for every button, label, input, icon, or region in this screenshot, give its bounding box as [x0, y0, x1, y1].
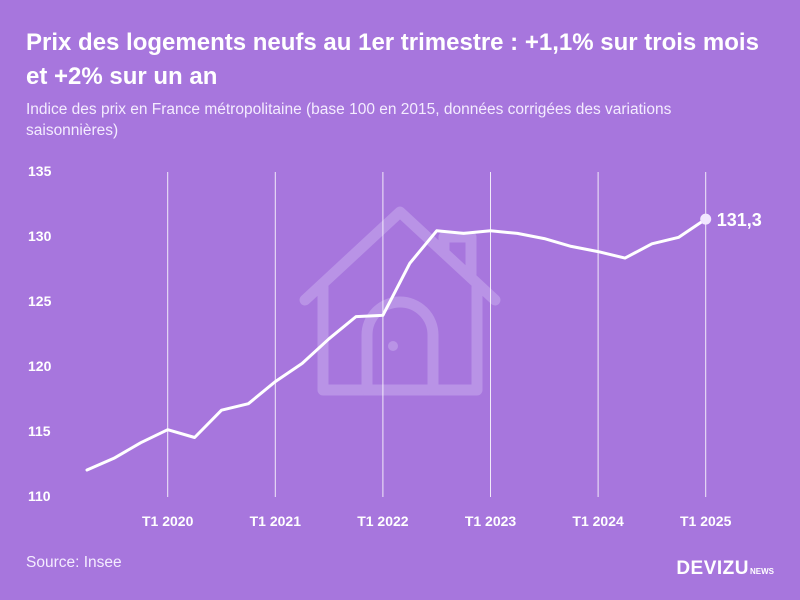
house-watermark-icon — [299, 206, 501, 396]
data-point-last — [700, 213, 712, 225]
chart-title: Prix des logements neufs au 1er trimestr… — [26, 29, 759, 90]
series-line — [85, 217, 708, 472]
y-tick-label: 130 — [28, 228, 52, 244]
x-tick-label: T1 2022 — [357, 513, 409, 529]
y-tick-label: 120 — [28, 358, 52, 374]
x-tick-label: T1 2021 — [250, 513, 302, 529]
y-tick-label: 125 — [28, 293, 52, 309]
brand-logo: DEVIZU NEWS — [676, 558, 774, 580]
brand-suffix: NEWS — [750, 567, 774, 576]
y-tick-label: 115 — [28, 423, 51, 439]
y-tick-label: 135 — [28, 163, 52, 179]
data-label-last: 131,3 — [717, 210, 762, 230]
x-tick-label: T1 2023 — [465, 513, 517, 529]
x-tick-label: T1 2025 — [680, 513, 732, 529]
x-tick-label: T1 2020 — [142, 513, 194, 529]
chart-subtitle: Indice des prix en France métropolitaine… — [26, 101, 672, 139]
source-note: Source: Insee — [26, 554, 122, 571]
x-tick-label: T1 2024 — [572, 513, 624, 529]
y-tick-label: 110 — [28, 488, 51, 504]
brand-name: DEVIZU — [676, 558, 749, 579]
